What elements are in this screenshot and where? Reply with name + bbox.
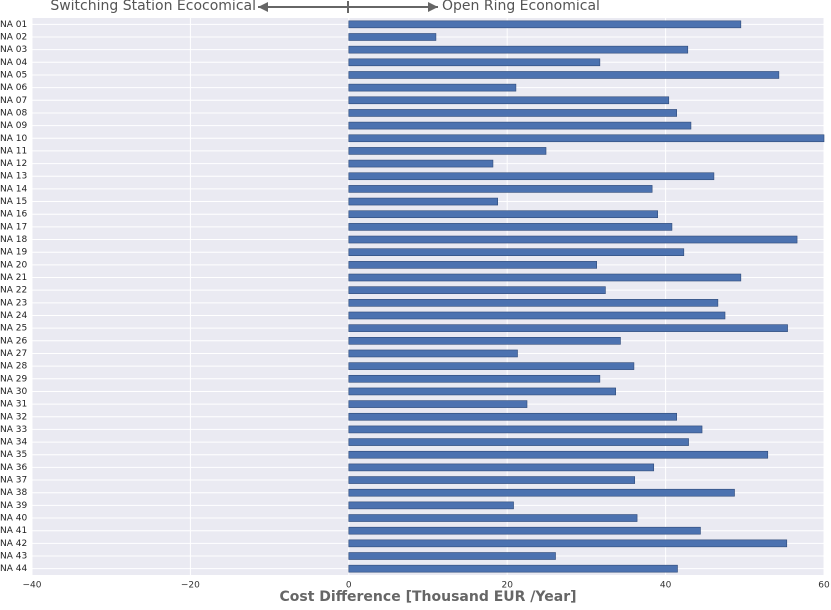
y-tick-label: NA 27: [0, 349, 27, 359]
bar: [348, 121, 692, 130]
bar: [348, 488, 735, 497]
y-tick-label: NA 03: [0, 45, 27, 55]
bar: [348, 552, 556, 560]
y-tick-label: NA 22: [0, 286, 27, 296]
bar: [348, 299, 719, 307]
bar: [348, 425, 703, 434]
y-tick-label: NA 28: [0, 362, 27, 372]
x-tick-label: −20: [181, 581, 200, 591]
bar: [348, 514, 638, 522]
y-tick-label: NA 43: [0, 552, 27, 562]
y-tick-label: NA 42: [0, 539, 27, 549]
bar: [348, 450, 769, 459]
y-tick-label: NA 01: [0, 20, 27, 30]
bar: [348, 210, 658, 219]
bar: [348, 71, 780, 79]
y-tick-label: NA 16: [0, 210, 27, 220]
bar: [348, 83, 517, 92]
y-tick-label: NA 12: [0, 159, 27, 169]
bar: [348, 109, 677, 117]
bar: [348, 159, 494, 168]
x-tick-label: 40: [660, 581, 672, 591]
y-tick-label: NA 20: [0, 260, 27, 270]
bar: [348, 438, 689, 446]
y-tick-label: NA 07: [0, 96, 27, 106]
y-tick-label: NA 31: [0, 400, 27, 410]
y-tick-label: NA 11: [0, 146, 27, 156]
y-tick-label: NA 19: [0, 248, 27, 258]
y-tick-label: NA 13: [0, 172, 27, 182]
y-tick-label: NA 36: [0, 463, 27, 473]
bar: [348, 526, 701, 535]
bar: [348, 261, 597, 269]
bar: [348, 501, 514, 510]
y-tick-label: NA 26: [0, 336, 27, 346]
y-tick-label: NA 29: [0, 374, 27, 384]
y-tick-label: NA 40: [0, 514, 27, 524]
bar: [348, 374, 601, 383]
bar: [348, 96, 670, 105]
bar: [348, 539, 788, 548]
y-tick-label: NA 38: [0, 488, 27, 498]
y-tick-label: NA 35: [0, 450, 27, 460]
bar: [348, 185, 653, 193]
bar: [348, 400, 528, 408]
bar: [348, 324, 788, 332]
bar: [348, 564, 678, 573]
bar: [348, 147, 547, 155]
bar: [348, 20, 742, 29]
bar: [348, 134, 825, 143]
bar: [348, 235, 798, 244]
y-tick-label: NA 09: [0, 121, 27, 131]
y-tick-label: NA 21: [0, 273, 27, 283]
y-tick-label: NA 37: [0, 476, 27, 486]
x-tick-label: 20: [501, 581, 513, 591]
x-tick-label: −40: [23, 581, 42, 591]
bar: [348, 476, 636, 484]
bar: [348, 45, 689, 54]
bar: [348, 33, 437, 41]
y-tick-label: NA 23: [0, 298, 27, 308]
y-tick-label: NA 02: [0, 32, 27, 42]
y-tick-label: NA 25: [0, 324, 27, 334]
bar: [348, 273, 742, 282]
x-tick-label: 0: [346, 581, 352, 591]
bar: [348, 387, 617, 396]
y-tick-label: NA 15: [0, 197, 27, 207]
y-tick-label: NA 34: [0, 438, 27, 448]
y-tick-label: NA 32: [0, 412, 27, 422]
bar: [348, 286, 606, 294]
y-tick-label: NA 39: [0, 501, 27, 511]
y-tick-label: NA 44: [0, 564, 27, 574]
x-tick-label: 60: [818, 581, 830, 591]
bar: [348, 362, 635, 370]
y-tick-label: NA 04: [0, 58, 27, 68]
bar: [348, 412, 677, 421]
bar: [348, 58, 601, 67]
y-tick-label: NA 06: [0, 83, 27, 93]
x-axis-label: Cost Difference [Thousand EUR /Year]: [279, 589, 576, 605]
bar: [348, 349, 518, 358]
y-tick-label: NA 14: [0, 184, 27, 194]
y-tick-label: NA 17: [0, 222, 27, 232]
bar: [348, 172, 715, 181]
annotation-left: Switching Station Ecocomical: [50, 0, 256, 14]
bar: [348, 248, 685, 256]
bar: [348, 223, 673, 231]
y-tick-label: NA 18: [0, 235, 27, 245]
bar: [348, 197, 498, 206]
y-tick-label: NA 24: [0, 311, 27, 321]
y-tick-label: NA 41: [0, 526, 27, 536]
y-tick-label: NA 33: [0, 425, 27, 435]
y-tick-label: NA 05: [0, 70, 27, 80]
y-tick-label: NA 08: [0, 108, 27, 118]
bar: [348, 311, 726, 320]
bar: [348, 337, 621, 345]
annotation-right: Open Ring Economical: [442, 0, 600, 14]
bar: [348, 463, 655, 472]
y-tick-label: NA 10: [0, 134, 27, 144]
y-tick-label: NA 30: [0, 387, 27, 397]
